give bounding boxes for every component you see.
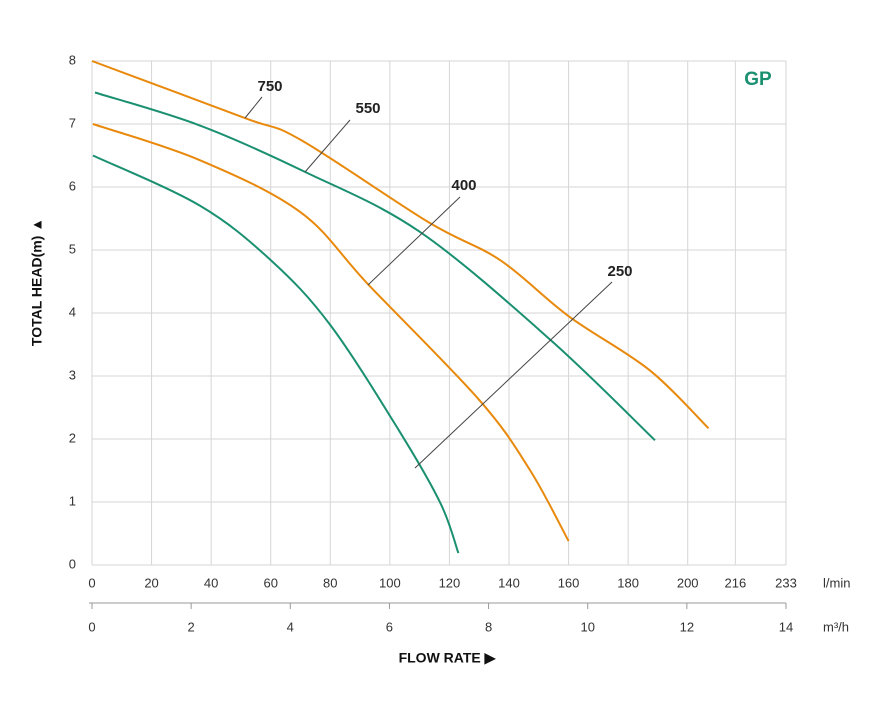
x-tick-label: 0	[88, 619, 95, 634]
series-label: 750	[257, 78, 282, 95]
y-tick-label: 7	[69, 115, 76, 130]
series-label: 250	[607, 263, 632, 280]
y-tick-label: 4	[69, 304, 76, 319]
y-tick-label: 0	[69, 556, 76, 571]
x2-tick-label: 160	[558, 575, 580, 590]
x-tick-label: 2	[188, 619, 195, 634]
leader-line	[414, 281, 613, 469]
brand: GP	[744, 69, 772, 90]
series-label: 550	[355, 100, 380, 117]
x2-tick-label: 20	[144, 575, 158, 590]
x2-unit: l/min	[823, 575, 850, 590]
x-tick-label: 10	[580, 619, 594, 634]
x2-tick-label: 80	[323, 575, 337, 590]
x-tick-label: 12	[680, 619, 694, 634]
leader-line	[304, 119, 351, 173]
x-unit: m³/h	[823, 619, 849, 634]
y-tick-label: 5	[69, 241, 76, 256]
leader-line	[244, 96, 263, 119]
x2-tick-label: 40	[204, 575, 218, 590]
x-tick-label: 8	[485, 619, 492, 634]
x2-tick-label: 233	[775, 575, 797, 590]
x2-tick-label: 0	[88, 575, 95, 590]
y-tick-label: 3	[69, 367, 76, 382]
x-tick-label: 4	[287, 619, 294, 634]
x2-tick-label: 100	[379, 575, 401, 590]
x2-tick-label: 120	[439, 575, 461, 590]
x-tick-label: 6	[386, 619, 393, 634]
x-tick-label: 14	[779, 619, 793, 634]
x2-tick-label: 216	[725, 575, 747, 590]
x-axis-label: FLOW RATE ▶	[399, 650, 497, 666]
y-tick-label: 1	[69, 493, 76, 508]
y-tick-label: 8	[69, 52, 76, 67]
y-tick-label: 2	[69, 430, 76, 445]
series-line	[94, 91, 656, 441]
series-line	[92, 123, 570, 542]
x2-tick-label: 60	[263, 575, 277, 590]
series-line	[91, 60, 710, 430]
x2-tick-label: 200	[677, 575, 699, 590]
leader-line	[367, 196, 461, 286]
y-tick-label: 6	[69, 178, 76, 193]
y-axis-label: TOTAL HEAD(m) ▲	[29, 218, 45, 346]
series-label: 400	[451, 177, 476, 194]
x2-tick-label: 140	[498, 575, 520, 590]
x2-tick-label: 180	[617, 575, 639, 590]
series-line	[92, 154, 460, 554]
